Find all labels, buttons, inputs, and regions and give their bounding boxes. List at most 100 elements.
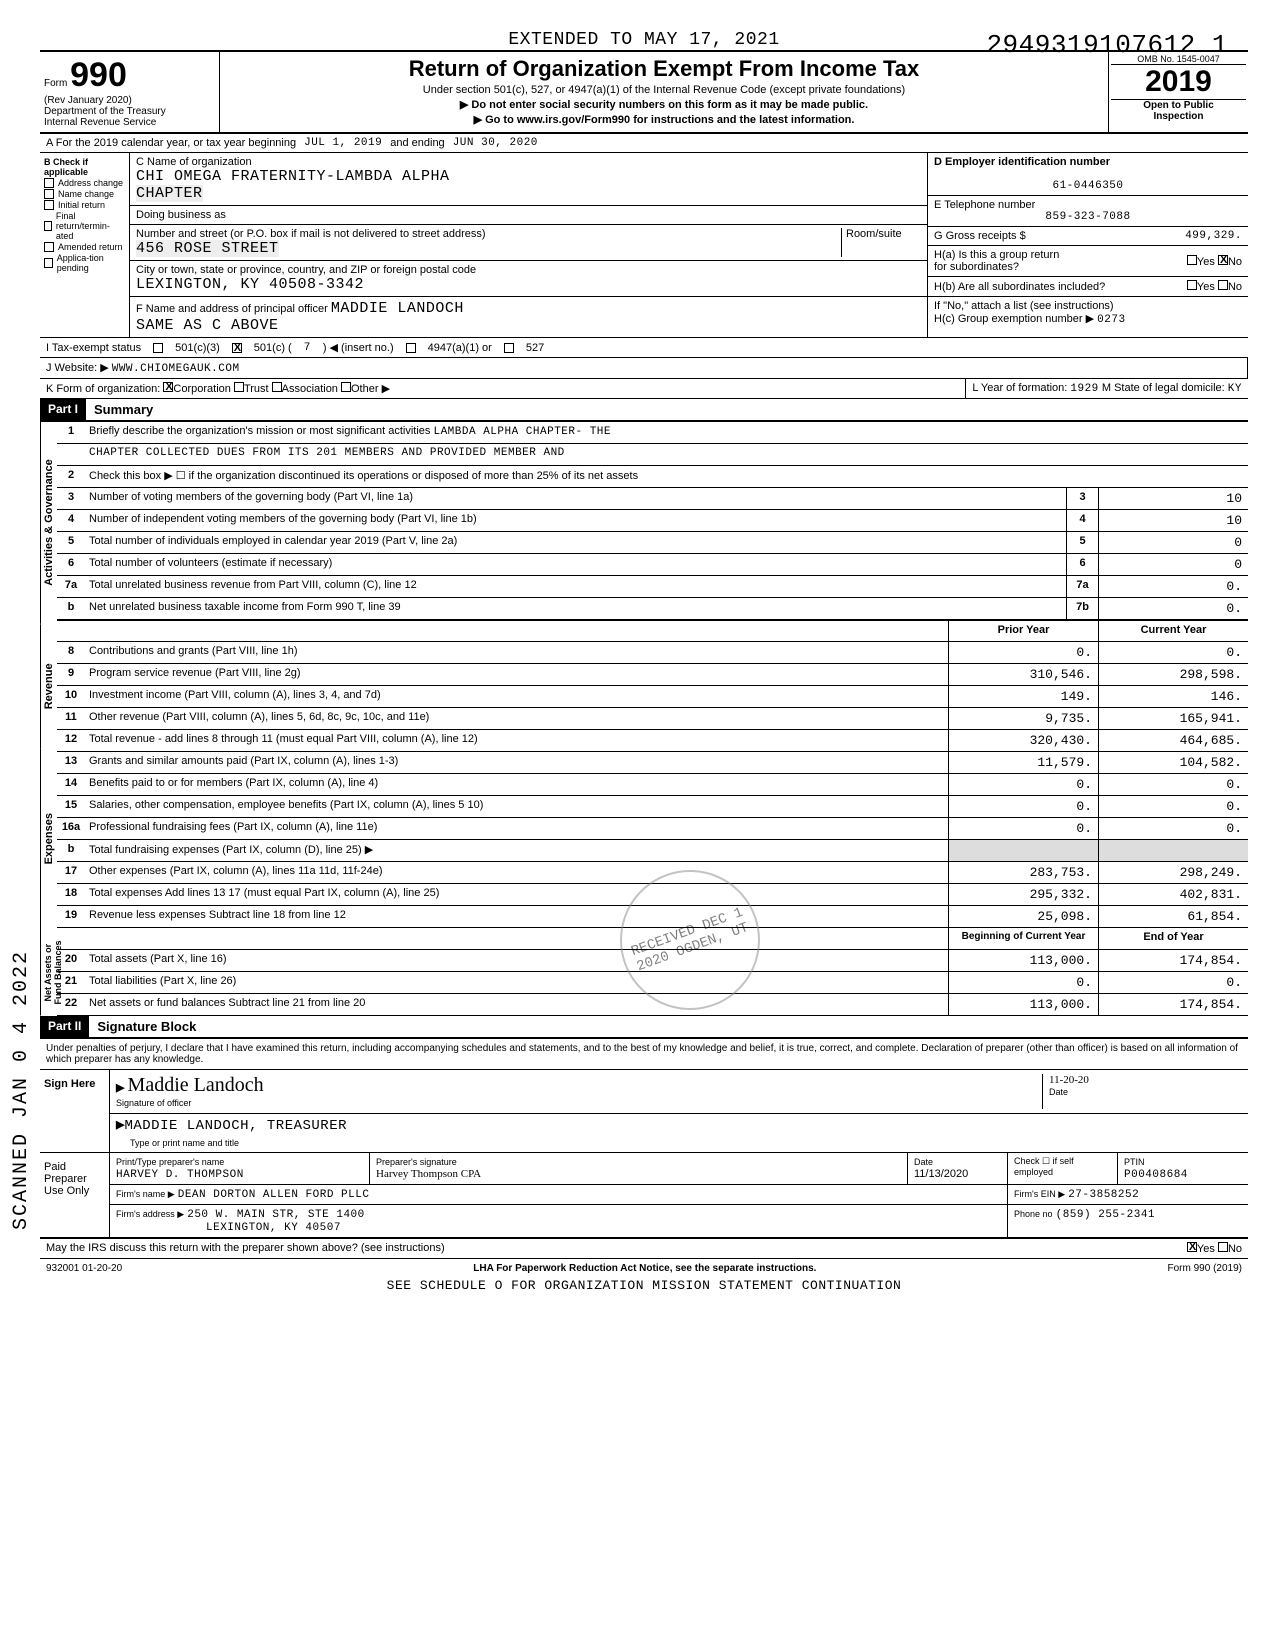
part-1-title: Summary (86, 399, 161, 420)
vert-expenses: Expenses (40, 748, 57, 930)
line1-label: Briefly describe the organization's miss… (89, 425, 430, 437)
j-label: J Website: ▶ (46, 362, 109, 374)
chk-association[interactable] (272, 382, 282, 392)
current-year-value: 464,685. (1098, 730, 1248, 751)
chk-sub-no[interactable] (1218, 280, 1228, 290)
line-box: 6 (1066, 554, 1098, 575)
line-box: 7b (1066, 598, 1098, 619)
hc-label: H(c) Group exemption number ▶ (934, 313, 1094, 325)
line-value: 0. (1098, 576, 1248, 597)
chk-trust[interactable] (234, 382, 244, 392)
line-num: 15 (57, 796, 85, 817)
chk-other[interactable] (341, 382, 351, 392)
line-desc: Salaries, other compensation, employee b… (85, 796, 948, 817)
line1-text: LAMBDA ALPHA CHAPTER- THE (433, 426, 611, 438)
footer: 932001 01-20-20 LHA For Paperwork Reduct… (40, 1259, 1248, 1278)
firm-address-2: LEXINGTON, KY 40507 (206, 1222, 341, 1234)
line-num: 5 (57, 532, 85, 553)
insert-no: 7 (304, 342, 311, 354)
tax-year-end: JUN 30, 2020 (453, 137, 538, 149)
chk-group-no[interactable] (1218, 255, 1228, 265)
chk-address-change[interactable] (44, 178, 54, 188)
no-label: No (1228, 256, 1242, 268)
prep-name-label: Print/Type preparer's name (116, 1157, 224, 1167)
chk-initial-return[interactable] (44, 200, 54, 210)
prior-year-value: 113,000. (948, 994, 1098, 1015)
firm-phone: (859) 255-2341 (1056, 1209, 1155, 1221)
prior-year-value: 0. (948, 972, 1098, 993)
chk-501c3[interactable] (153, 343, 163, 353)
gross-receipts: 499,329. (1185, 230, 1242, 242)
footer-right: Form 990 (2019) (1168, 1263, 1242, 1274)
prior-year-value: 113,000. (948, 950, 1098, 971)
vert-net-assets: Net Assets or Fund Balances (40, 930, 57, 1016)
prior-year-value: 320,430. (948, 730, 1098, 751)
col-b-checkboxes: B Check if applicable Address change Nam… (40, 153, 130, 337)
line-desc: Net assets or fund balances Subtract lin… (85, 994, 948, 1015)
col-begin-year: Beginning of Current Year (948, 928, 1098, 949)
line-a-prefix: A For the 2019 calendar year, or tax yea… (46, 137, 296, 149)
chk-501c[interactable] (232, 343, 242, 353)
form-center-box: Return of Organization Exempt From Incom… (220, 52, 1108, 132)
summary-line: 21 Total liabilities (Part X, line 26) 0… (57, 972, 1248, 994)
summary-line: 3 Number of voting members of the govern… (57, 488, 1248, 510)
form-number: 990 (70, 56, 127, 94)
chk-amended-return[interactable] (44, 242, 54, 252)
sig-officer-label: Signature of officer (116, 1098, 191, 1108)
prep-sig-label: Preparer's signature (376, 1157, 457, 1167)
dept-treasury: Department of the Treasury (44, 106, 166, 117)
summary-line: 17 Other expenses (Part IX, column (A), … (57, 862, 1248, 884)
name-label: C Name of organization (136, 156, 252, 168)
summary-line: 7a Total unrelated business revenue from… (57, 576, 1248, 598)
line-num: 1 (57, 422, 85, 443)
org-name: CHI OMEGA FRATERNITY-LAMBDA ALPHA (136, 168, 450, 185)
preparer-signature: Harvey Thompson CPA (376, 1168, 481, 1180)
line-desc: Total fundraising expenses (Part IX, col… (85, 840, 948, 861)
principal-officer-name: MADDIE LANDOCH (331, 300, 464, 317)
line-box: 7a (1066, 576, 1098, 597)
prior-year-value: 0. (948, 796, 1098, 817)
open-public: Open to Public (1143, 100, 1214, 111)
opt-other: Other ▶ (351, 383, 390, 395)
summary-line: 15 Salaries, other compensation, employe… (57, 796, 1248, 818)
document-number: 2949319107612 1 (986, 30, 1228, 60)
type-name-label: Type or print name and title (110, 1138, 1248, 1152)
form-subtitle-1: Under section 501(c), 527, or 4947(a)(1)… (228, 84, 1100, 96)
group-exemption-number: 0273 (1097, 314, 1125, 326)
form-header: Form 990 (Rev January 2020) Department o… (40, 50, 1248, 134)
chk-corporation[interactable] (163, 382, 173, 392)
chk-application-pending[interactable] (44, 258, 53, 268)
summary-line: 8 Contributions and grants (Part VIII, l… (57, 642, 1248, 664)
firm-ein: 27-3858252 (1068, 1189, 1139, 1201)
form-right-box: OMB No. 1545-0047 2019 Open to Public In… (1108, 52, 1248, 132)
part-1-body: Activities & Governance Revenue Expenses… (40, 422, 1248, 1016)
line-desc: Total revenue - add lines 8 through 11 (… (85, 730, 948, 751)
line-num: 19 (57, 906, 85, 927)
chk-discuss-yes[interactable] (1187, 1242, 1197, 1252)
line-value: 0 (1098, 554, 1248, 575)
tax-year: 2019 (1111, 65, 1246, 99)
summary-line: 4 Number of independent voting members o… (57, 510, 1248, 532)
part-2-header: Part II Signature Block (40, 1016, 1248, 1039)
f-label: F Name and address of principal officer (136, 303, 328, 315)
chk-discuss-no[interactable] (1218, 1242, 1228, 1252)
line-desc: Total expenses Add lines 13 17 (must equ… (85, 884, 948, 905)
chk-group-yes[interactable] (1187, 255, 1197, 265)
yes-label: Yes (1197, 1243, 1215, 1255)
line-num: 3 (57, 488, 85, 509)
prior-year-value: 149. (948, 686, 1098, 707)
chk-527[interactable] (504, 343, 514, 353)
chk-name-change[interactable] (44, 189, 54, 199)
chk-4947[interactable] (406, 343, 416, 353)
line-box: 3 (1066, 488, 1098, 509)
chk-final-return[interactable] (44, 221, 52, 231)
chk-label: Final return/termin-ated (56, 211, 125, 241)
current-year-value: 402,831. (1098, 884, 1248, 905)
col-de-identifiers: D Employer identification number 61-0446… (928, 153, 1248, 337)
summary-line: b Net unrelated business taxable income … (57, 598, 1248, 620)
g-label: G Gross receipts $ (934, 230, 1026, 242)
chk-sub-yes[interactable] (1187, 280, 1197, 290)
prior-year-value: 0. (948, 818, 1098, 839)
line-desc: Investment income (Part VIII, column (A)… (85, 686, 948, 707)
opt-501c3: 501(c)(3) (175, 342, 220, 354)
